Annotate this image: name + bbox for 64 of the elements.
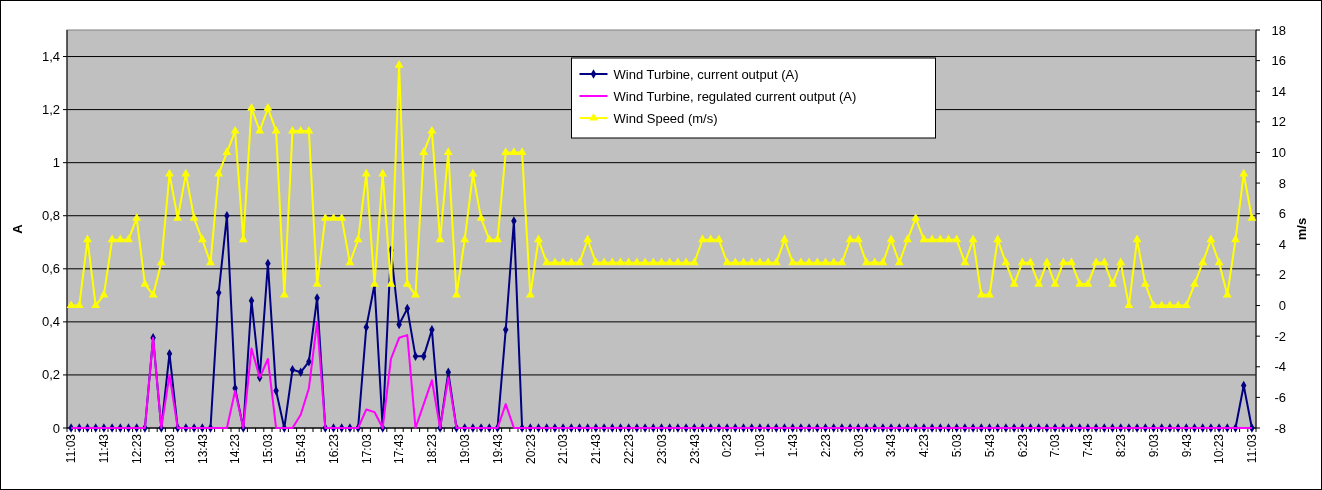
x-tick-label: 17:43 xyxy=(392,433,407,465)
x-tick-label: 21:03 xyxy=(556,433,571,465)
y2-tick-label: 14 xyxy=(1271,83,1286,99)
y-tick-label: 0,8 xyxy=(41,208,60,224)
y2-tick-label: 16 xyxy=(1271,53,1286,69)
x-tick-label: 11:43 xyxy=(97,433,112,464)
y-tick-label: 1 xyxy=(52,155,60,171)
x-tick-label: 9:43 xyxy=(1179,433,1194,458)
legend-label: Wind Turbine, regulated current output (A) xyxy=(613,88,857,104)
y2-tick-label: 2 xyxy=(1278,267,1286,283)
y-tick-label: 1,2 xyxy=(41,102,60,118)
x-tick-label: 10:23 xyxy=(1212,433,1227,465)
y2-tick-label: -4 xyxy=(1274,359,1286,375)
x-tick-label: 15:03 xyxy=(261,433,276,465)
y2-tick-label: 6 xyxy=(1278,206,1286,222)
x-tick-label: 1:03 xyxy=(753,433,768,458)
x-tick-label: 18:23 xyxy=(425,433,440,465)
x-tick-label: 1:43 xyxy=(785,433,800,458)
x-tick-label: 15:43 xyxy=(293,433,308,465)
y2-tick-label: -6 xyxy=(1274,389,1286,405)
x-tick-label: 12:23 xyxy=(129,433,144,465)
x-tick-label: 9:03 xyxy=(1146,433,1161,458)
y-tick-label: 0,6 xyxy=(41,261,60,277)
y2-tick-label: 0 xyxy=(1278,298,1286,314)
x-tick-label: 19:03 xyxy=(457,433,472,465)
y2-tick-label: 18 xyxy=(1271,22,1286,38)
x-tick-label: 8:23 xyxy=(1113,433,1128,458)
y-axis-title: A xyxy=(10,223,25,234)
x-tick-label: 3:43 xyxy=(884,433,899,458)
x-tick-label: 6:23 xyxy=(1015,433,1030,458)
y2-tick-label: -8 xyxy=(1274,420,1286,436)
y2-tick-label: 4 xyxy=(1278,236,1286,252)
x-tick-label: 23:03 xyxy=(654,433,669,465)
y2-tick-label: 12 xyxy=(1271,114,1286,130)
x-tick-label: 20:23 xyxy=(523,433,538,465)
y2-tick-label: 8 xyxy=(1278,175,1286,191)
y-tick-label: 0 xyxy=(52,420,60,436)
x-tick-label: 23:43 xyxy=(687,433,702,465)
x-tick-label: 19:43 xyxy=(490,433,505,465)
x-tick-label: 2:23 xyxy=(818,433,833,458)
x-tick-label: 7:03 xyxy=(1048,433,1063,458)
y-tick-label: 1,4 xyxy=(41,49,60,65)
x-tick-label: 21:43 xyxy=(589,433,604,465)
y2-tick-label: 10 xyxy=(1271,145,1286,161)
x-tick-label: 13:43 xyxy=(195,433,210,465)
y2-tick-label: -2 xyxy=(1274,328,1286,344)
legend-label: Wind Speed (m/s) xyxy=(613,110,718,126)
x-tick-label: 4:23 xyxy=(917,433,932,458)
x-tick-label: 13:03 xyxy=(162,433,177,465)
x-tick-label: 11:03 xyxy=(1245,433,1260,464)
x-tick-label: 0:23 xyxy=(720,433,735,458)
x-tick-label: 5:03 xyxy=(949,433,964,458)
y2-axis-title: m/s xyxy=(1294,217,1309,241)
x-tick-label: 7:43 xyxy=(1081,433,1096,458)
x-tick-label: 16:23 xyxy=(326,433,341,465)
x-tick-label: 14:23 xyxy=(228,433,243,465)
x-tick-label: 5:43 xyxy=(982,433,997,458)
y-tick-label: 0,4 xyxy=(41,314,60,330)
y-tick-label: 0,2 xyxy=(41,367,60,383)
x-tick-label: 17:03 xyxy=(359,433,374,465)
x-tick-label: 11:03 xyxy=(64,433,79,464)
x-tick-label: 22:23 xyxy=(621,433,636,465)
legend-label: Wind Turbine, current output (A) xyxy=(613,66,799,82)
x-tick-label: 3:03 xyxy=(851,433,866,458)
